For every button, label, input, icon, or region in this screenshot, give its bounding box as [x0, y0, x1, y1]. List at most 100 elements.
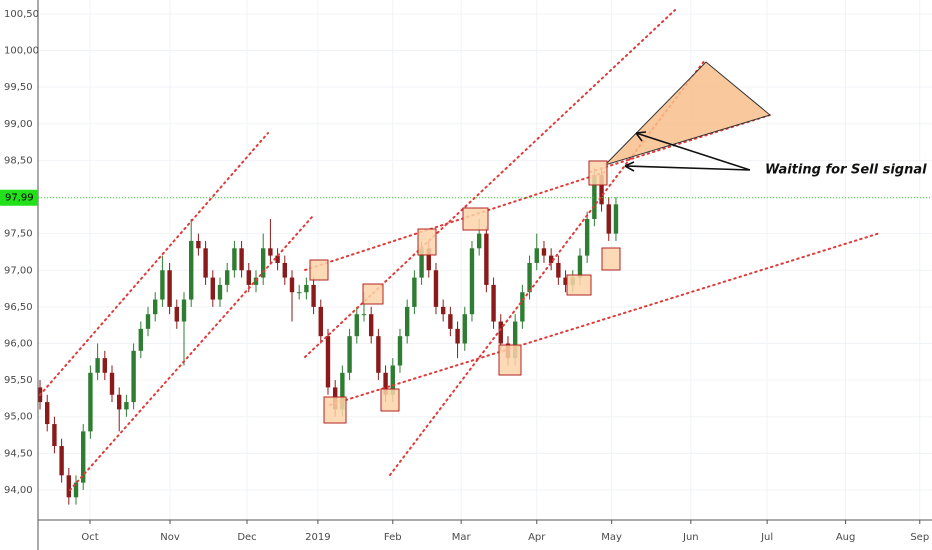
candle-body: [368, 314, 374, 337]
x-tick-label: Nov: [160, 532, 180, 543]
candle-body: [563, 277, 568, 285]
y-tick-label: 96,50: [4, 302, 33, 313]
candle-body: [584, 218, 590, 256]
candle-body: [109, 372, 115, 395]
candle-body: [527, 262, 532, 293]
candle-body: [548, 255, 554, 263]
candle-body: [289, 277, 295, 293]
candle-body: [476, 233, 482, 249]
candle-body: [117, 394, 122, 410]
candle-body: [246, 270, 251, 285]
candle-body: [340, 372, 345, 410]
candle-body: [613, 204, 619, 234]
x-tick-label: Apr: [528, 532, 546, 543]
x-tick-label: May: [601, 532, 622, 543]
candle-body: [440, 306, 446, 315]
candle-body: [217, 284, 223, 300]
candle-body: [167, 270, 172, 307]
candle-body: [282, 262, 287, 278]
x-tick-label: Aug: [836, 532, 856, 543]
y-tick-label: 99,00: [4, 119, 33, 130]
y-tick-label: 95,00: [4, 412, 33, 423]
candle-body: [275, 255, 280, 263]
x-tick-label: Feb: [384, 532, 402, 543]
y-tick-label: 96,00: [4, 338, 33, 349]
candle-body: [419, 248, 424, 278]
candle-body: [347, 336, 352, 373]
candle-body: [296, 292, 302, 294]
y-tick-label: 94,50: [4, 448, 33, 459]
candle-body: [45, 402, 50, 425]
candle-body: [196, 240, 201, 249]
candle-body: [491, 284, 496, 322]
candle-body: [153, 299, 158, 315]
trend-line: [329, 232, 881, 406]
candle-body: [592, 175, 597, 219]
x-tick-label: Oct: [81, 532, 98, 543]
candle-body: [534, 248, 539, 263]
candle-body: [577, 255, 583, 278]
candles: [37, 167, 619, 505]
candle-body: [145, 314, 151, 329]
candle-body: [404, 306, 410, 337]
candle-body: [556, 262, 561, 278]
candle-body: [433, 270, 439, 307]
candle-body: [66, 475, 72, 498]
candle-body: [383, 372, 388, 395]
y-tick-label: 99,50: [4, 82, 33, 93]
y-tick-label: 98,50: [4, 155, 33, 166]
box: [462, 207, 489, 231]
last-price-tag: [0, 189, 38, 206]
x-tick-label: Sep: [910, 532, 929, 543]
x-tick-label: Jun: [682, 532, 699, 543]
annotation: Waiting for Sell signal: [765, 163, 927, 178]
y-tick-label: 97,00: [4, 265, 33, 276]
arrow: [624, 131, 751, 172]
candle-body: [174, 306, 180, 322]
box: [323, 396, 347, 424]
candle-body: [397, 336, 403, 366]
y-tick-label: 100,50: [4, 9, 39, 20]
candle-body: [81, 431, 86, 483]
candle-body: [318, 306, 323, 337]
candle-body: [203, 248, 208, 278]
candle-body: [376, 336, 381, 373]
candle-body: [304, 284, 309, 293]
candle-body: [606, 204, 611, 234]
triangle: [604, 61, 772, 166]
box: [566, 274, 592, 296]
trend-line: [589, 114, 771, 173]
drawings: Waiting for Sell signal: [39, 9, 927, 491]
candle-body: [210, 277, 215, 300]
candle-body: [88, 372, 93, 432]
candle-body: [484, 233, 489, 285]
candle-body: [361, 314, 367, 316]
candle-body: [52, 424, 57, 447]
candle-body: [188, 240, 194, 300]
candle-body: [59, 446, 64, 476]
candle-body: [354, 314, 359, 337]
last-price-label: 97,99: [5, 193, 34, 204]
x-tick-label: Mar: [452, 532, 472, 543]
box: [588, 160, 608, 186]
candle-body: [232, 248, 237, 271]
candle-body: [95, 358, 100, 373]
candle-body: [469, 248, 475, 315]
box: [362, 283, 384, 305]
x-tick-label: 2019: [305, 532, 330, 543]
candle-body: [102, 358, 108, 373]
box: [380, 388, 400, 412]
candle-body: [498, 321, 503, 344]
candle-body: [599, 175, 604, 205]
candle-body: [325, 336, 331, 388]
box: [417, 228, 437, 256]
candle-body: [73, 482, 79, 498]
candle-body: [520, 292, 525, 322]
candle-body: [268, 248, 273, 256]
candle-body: [462, 314, 467, 344]
candle-body: [426, 248, 431, 271]
candle-body: [239, 248, 244, 271]
candle-body: [390, 365, 395, 395]
candle-body: [311, 284, 316, 307]
candle-body: [181, 299, 187, 322]
